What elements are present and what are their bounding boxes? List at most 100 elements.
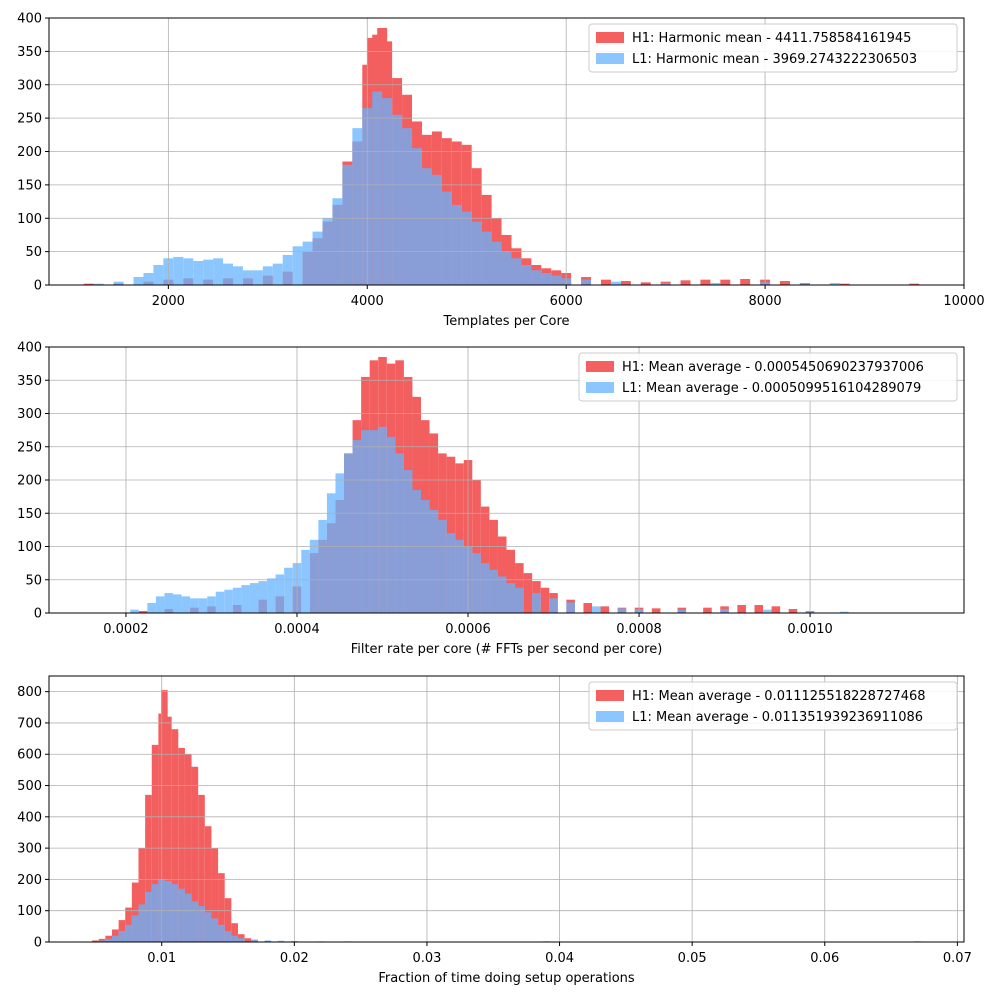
- y-tick-label: 200: [17, 145, 42, 160]
- histogram-bar: [253, 270, 263, 285]
- histogram-bar: [205, 912, 212, 942]
- histogram-bar: [178, 889, 185, 942]
- histogram-bar: [332, 198, 342, 285]
- x-tick-label: 0.06: [810, 951, 839, 966]
- histogram-bar: [430, 510, 439, 613]
- y-tick-label: 100: [17, 212, 42, 227]
- histogram-bar: [139, 904, 146, 942]
- x-tick-label: 0.05: [678, 951, 707, 966]
- histogram-bar: [740, 279, 750, 285]
- y-tick-label: 300: [17, 407, 42, 422]
- histogram-bar: [172, 884, 179, 942]
- histogram-bar: [789, 609, 798, 613]
- y-tick-label: 150: [17, 507, 42, 522]
- histogram-bar: [164, 593, 173, 613]
- histogram-bar: [119, 931, 126, 942]
- histogram-bar: [438, 520, 447, 613]
- histogram-bar: [156, 596, 165, 613]
- histogram-bar: [310, 540, 319, 613]
- histogram-bar: [681, 280, 691, 285]
- histogram-bar: [152, 884, 159, 942]
- x-tick-label: 0.02: [280, 951, 309, 966]
- histogram-bar: [259, 581, 268, 613]
- histogram-bar: [213, 258, 223, 285]
- histogram-bar: [218, 925, 225, 942]
- histogram-bar: [652, 608, 661, 613]
- histogram-bar: [223, 264, 233, 285]
- histogram-bar: [532, 593, 541, 613]
- histogram-bar: [611, 282, 621, 285]
- y-tick-label: 0: [34, 607, 42, 622]
- legend: H1: Mean average - 0.0005450690237937006…: [579, 353, 957, 401]
- x-tick-label: 8000: [749, 294, 782, 309]
- legend-label-h1: H1: Mean average - 0.0005450690237937006: [622, 360, 924, 375]
- histogram-bar: [132, 915, 139, 942]
- x-tick-label: 0.01: [147, 951, 176, 966]
- histogram-bar: [273, 264, 283, 285]
- histogram-bar: [267, 578, 276, 613]
- histogram-bar: [216, 592, 225, 613]
- histogram-bar: [421, 500, 430, 613]
- histogram-bar: [601, 280, 611, 285]
- histogram-bar: [203, 260, 213, 285]
- histogram-bar: [541, 273, 551, 285]
- x-tick-label: 2000: [152, 294, 185, 309]
- histogram-bar: [284, 568, 293, 613]
- histogram-bar: [392, 115, 402, 285]
- histogram-bar: [482, 232, 492, 285]
- histogram-bar: [621, 281, 631, 285]
- x-axis-label: Templates per Core: [442, 314, 569, 329]
- y-tick-label: 400: [17, 341, 42, 356]
- histogram-bar: [145, 892, 152, 942]
- histogram-bar: [153, 265, 163, 285]
- histogram-bar: [703, 608, 712, 613]
- histogram-bar: [549, 598, 558, 613]
- histogram-bar: [452, 205, 462, 285]
- histogram-bar: [472, 222, 482, 285]
- histogram-bar: [382, 98, 392, 285]
- histogram-bar: [442, 192, 452, 285]
- y-tick-label: 200: [17, 873, 42, 888]
- histogram-bar: [472, 553, 481, 613]
- histogram-bar: [185, 893, 192, 942]
- histogram-bar: [370, 430, 379, 613]
- histogram-bar: [147, 603, 156, 613]
- histogram-bar: [134, 277, 144, 285]
- y-tick-label: 300: [17, 78, 42, 93]
- y-tick-label: 700: [17, 716, 42, 731]
- legend-label-l1: L1: Mean average - 0.011351939236911086: [632, 710, 923, 725]
- histogram-bar: [238, 938, 245, 942]
- histogram-bar: [225, 931, 232, 942]
- x-tick-label: 0.0006: [445, 622, 491, 637]
- x-tick-label: 0.0004: [274, 622, 320, 637]
- histogram-bar: [511, 258, 521, 285]
- histogram-bar: [211, 919, 218, 942]
- histogram-bar: [245, 938, 252, 942]
- y-tick-label: 400: [17, 810, 42, 825]
- histogram-bar: [720, 609, 729, 613]
- histogram-bar: [372, 91, 382, 285]
- legend-label-h1: H1: Mean average - 0.011125518228727468: [632, 689, 926, 704]
- x-tick-label: 4000: [351, 294, 384, 309]
- histogram-bar: [233, 588, 242, 613]
- histogram-bar: [432, 175, 442, 285]
- histogram-bar: [301, 550, 310, 613]
- y-tick-label: 350: [17, 45, 42, 60]
- x-tick-label: 10000: [943, 294, 984, 309]
- y-tick-label: 150: [17, 178, 42, 193]
- histogram-bar: [224, 590, 233, 613]
- histogram-bar: [700, 280, 710, 285]
- legend: H1: Mean average - 0.011125518228727468 L…: [589, 682, 957, 730]
- histogram-bar: [521, 265, 531, 285]
- x-tick-label: 0.07: [943, 951, 972, 966]
- histogram-bar: [498, 576, 507, 613]
- histogram-bar: [342, 165, 352, 285]
- histogram-bar: [422, 168, 432, 285]
- histogram-bar: [293, 246, 303, 285]
- histogram-bar: [447, 533, 456, 613]
- histogram-bar: [507, 583, 516, 613]
- histogram-bar: [772, 606, 781, 613]
